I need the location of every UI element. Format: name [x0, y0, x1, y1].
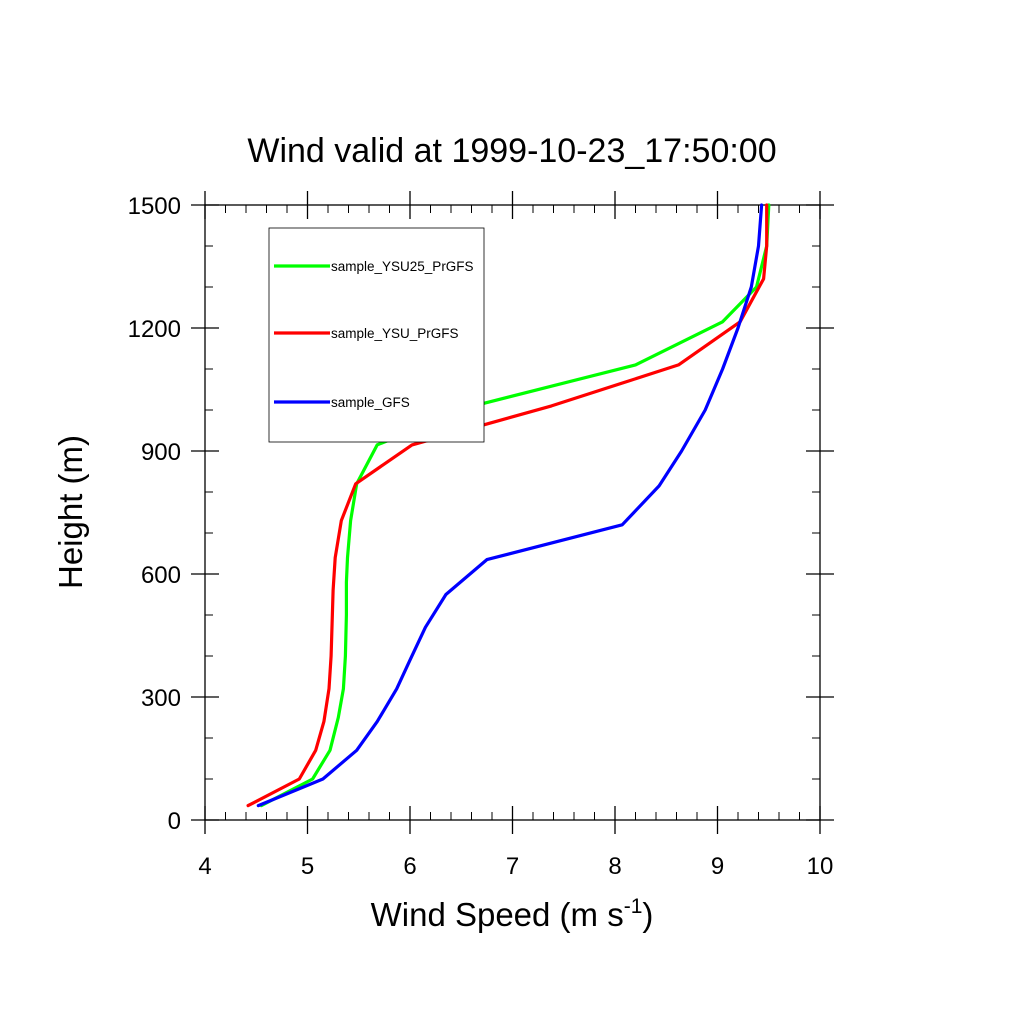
x-axis-label-close: ): [642, 896, 653, 933]
y-tick-label: 900: [141, 439, 181, 466]
x-axis-label: Wind Speed (m s-1): [371, 895, 654, 933]
x-tick-label: 8: [608, 853, 621, 880]
y-tick-label: 1500: [128, 193, 181, 220]
y-tick-label: 600: [141, 562, 181, 589]
series-lines: [246, 203, 771, 808]
x-axis-label-text: Wind Speed (m s: [371, 896, 624, 933]
legend: sample_YSU25_PrGFS sample_YSU_PrGFSsample…: [268, 227, 485, 443]
plot-frame: [204, 204, 821, 821]
x-tick-label: 4: [198, 853, 211, 880]
y-tick-label: 0: [168, 808, 181, 835]
minor-ticks: [205, 205, 820, 820]
x-tick-label: 6: [403, 853, 416, 880]
legend-box: [268, 227, 485, 443]
chart-title: Wind valid at 1999-10-23_17:50:00: [247, 132, 776, 170]
legend-items: sample_YSU25_PrGFS sample_YSU_PrGFSsample…: [274, 259, 474, 410]
x-tick-label: 7: [506, 853, 519, 880]
tick-labels: 4 5 6 7 8 9 10 0 300 600 900 1200 1500: [128, 193, 834, 880]
series-line-sample_GFS: [256, 203, 764, 808]
legend-label: sample_YSU_PrGFS: [331, 326, 459, 341]
legend-label: sample_YSU25_PrGFS: [331, 259, 474, 274]
series-line-sample_YSU25_PrGFS: [259, 203, 771, 808]
y-axis-label: Height (m): [52, 435, 89, 589]
x-tick-label: 10: [807, 853, 834, 880]
legend-label: sample_GFS: [331, 395, 410, 410]
x-axis-label-superscript: -1: [624, 895, 643, 918]
x-tick-label: 5: [301, 853, 314, 880]
y-tick-label: 300: [141, 685, 181, 712]
x-tick-label: 9: [711, 853, 724, 880]
y-tick-label: 1200: [128, 316, 181, 343]
